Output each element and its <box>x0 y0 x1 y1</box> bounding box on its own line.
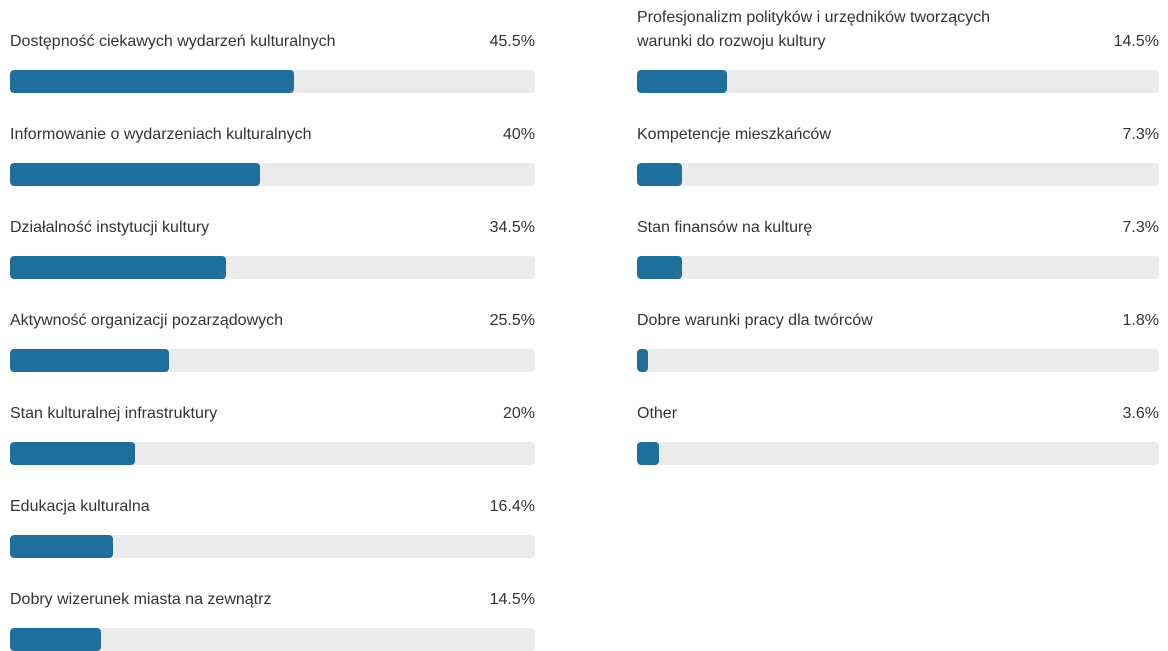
option-label: Aktywność organizacji pozarządowych <box>10 312 284 329</box>
option-percent: 40% <box>502 126 535 143</box>
bar-track <box>10 628 535 651</box>
bar-track <box>10 163 535 186</box>
bar <box>637 163 683 186</box>
option-percent: 25.5% <box>489 312 535 329</box>
option-percent: 7.3% <box>1122 126 1159 143</box>
option-percent: 20% <box>502 405 535 422</box>
bar-track <box>637 442 1159 465</box>
option-label: Stan finansów na kulturę <box>637 219 813 236</box>
option-label: Kompetencje mieszkańców <box>637 126 831 143</box>
bar <box>637 442 660 465</box>
bar <box>637 256 683 279</box>
bar <box>10 349 170 372</box>
bar-track <box>637 70 1159 93</box>
bar <box>10 163 260 186</box>
bar <box>10 70 295 93</box>
bar-track <box>637 349 1159 372</box>
option-label: Dobry wizerunek miasta na zewnątrz <box>10 591 272 608</box>
bar <box>10 628 101 651</box>
bar-track <box>637 256 1159 279</box>
option-label: Edukacja kulturalna <box>10 498 150 515</box>
option-label: Dostępność ciekawych wydarzeń kulturalny… <box>10 33 336 50</box>
option-percent: 7.3% <box>1122 219 1159 236</box>
bar-track <box>10 349 535 372</box>
option-percent: 34.5% <box>489 219 535 236</box>
option-label: Other <box>637 405 678 422</box>
option-label: Stan kulturalnej infrastruktury <box>10 405 218 422</box>
bar-track <box>10 70 535 93</box>
option-percent: 16.4% <box>489 498 535 515</box>
option-percent: 3.6% <box>1122 405 1159 422</box>
option-percent: 14.5% <box>489 591 535 608</box>
option-percent: 45.5% <box>489 33 535 50</box>
bar <box>637 70 728 93</box>
bar-track <box>637 163 1159 186</box>
bar-track <box>10 442 535 465</box>
option-label: Działalność instytucji kultury <box>10 219 210 236</box>
bar-track <box>10 535 535 558</box>
bar <box>10 256 226 279</box>
bar-track <box>10 256 535 279</box>
bar <box>10 442 135 465</box>
option-percent: 14.5% <box>1113 33 1159 50</box>
option-label: Informowanie o wydarzeniach kulturalnych <box>10 126 312 143</box>
bar <box>10 535 113 558</box>
option-label: Profesjonalizm polityków i urzędników tw… <box>637 9 991 50</box>
option-percent: 1.8% <box>1122 312 1159 329</box>
option-label: Dobre warunki pracy dla twórców <box>637 312 873 329</box>
bar <box>637 349 649 372</box>
